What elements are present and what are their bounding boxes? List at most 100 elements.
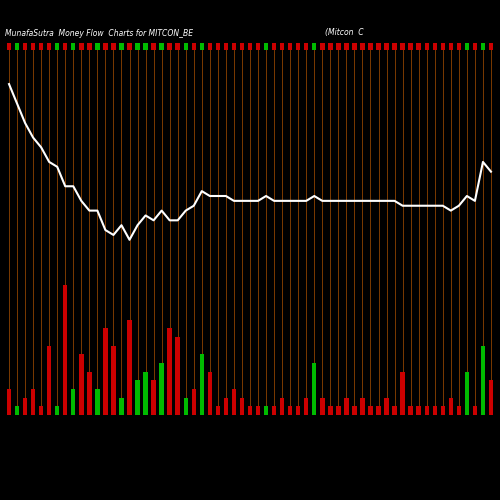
Bar xyxy=(264,42,268,50)
Bar xyxy=(296,42,300,50)
Bar xyxy=(15,42,20,50)
Bar xyxy=(480,42,485,50)
Bar xyxy=(312,363,316,415)
Bar xyxy=(103,328,108,415)
Bar xyxy=(440,406,445,415)
Bar xyxy=(39,406,44,415)
Bar xyxy=(392,406,397,415)
Bar xyxy=(416,42,421,50)
Bar xyxy=(15,406,20,415)
Bar xyxy=(120,398,124,415)
Bar xyxy=(23,42,28,50)
Bar xyxy=(360,42,364,50)
Bar xyxy=(79,354,84,415)
Bar xyxy=(344,42,348,50)
Bar xyxy=(432,42,437,50)
Bar xyxy=(472,406,477,415)
Bar xyxy=(176,337,180,415)
Bar xyxy=(256,42,260,50)
Bar xyxy=(408,406,413,415)
Bar xyxy=(144,42,148,50)
Bar xyxy=(7,389,11,415)
Bar xyxy=(152,380,156,415)
Bar xyxy=(312,42,316,50)
Bar xyxy=(111,42,116,50)
Bar xyxy=(31,389,36,415)
Bar xyxy=(192,42,196,50)
Bar xyxy=(416,406,421,415)
Bar xyxy=(200,354,204,415)
Bar xyxy=(368,406,372,415)
Bar xyxy=(400,42,405,50)
Bar xyxy=(103,42,108,50)
Bar xyxy=(489,42,493,50)
Bar xyxy=(192,389,196,415)
Bar xyxy=(264,406,268,415)
Text: (Mitcon  C: (Mitcon C xyxy=(325,28,364,38)
Bar xyxy=(71,42,76,50)
Bar xyxy=(352,42,356,50)
Bar xyxy=(288,406,292,415)
Bar xyxy=(31,42,36,50)
Bar xyxy=(95,42,100,50)
Bar xyxy=(304,42,308,50)
Bar xyxy=(384,42,389,50)
Bar xyxy=(400,372,405,415)
Bar xyxy=(47,42,52,50)
Bar xyxy=(63,285,68,415)
Bar xyxy=(320,398,324,415)
Bar xyxy=(384,398,389,415)
Bar xyxy=(216,406,220,415)
Bar xyxy=(111,346,116,415)
Bar xyxy=(456,42,461,50)
Bar xyxy=(87,42,92,50)
Bar xyxy=(128,42,132,50)
Bar xyxy=(376,406,380,415)
Bar xyxy=(144,372,148,415)
Bar xyxy=(464,372,469,415)
Bar xyxy=(224,398,228,415)
Bar xyxy=(128,320,132,415)
Bar xyxy=(224,42,228,50)
Bar xyxy=(328,42,332,50)
Bar xyxy=(272,406,276,415)
Bar xyxy=(95,389,100,415)
Bar xyxy=(248,406,252,415)
Bar xyxy=(432,406,437,415)
Bar xyxy=(200,42,204,50)
Bar xyxy=(176,42,180,50)
Bar xyxy=(320,42,324,50)
Bar xyxy=(336,406,340,415)
Bar xyxy=(39,42,44,50)
Bar xyxy=(344,398,348,415)
Bar xyxy=(232,42,236,50)
Bar xyxy=(160,42,164,50)
Bar xyxy=(304,398,308,415)
Bar xyxy=(424,406,429,415)
Bar xyxy=(480,346,485,415)
Bar xyxy=(424,42,429,50)
Bar xyxy=(240,42,244,50)
Bar xyxy=(336,42,340,50)
Bar xyxy=(280,42,284,50)
Bar xyxy=(184,42,188,50)
Bar xyxy=(63,42,68,50)
Bar xyxy=(120,42,124,50)
Bar xyxy=(328,406,332,415)
Bar xyxy=(184,398,188,415)
Bar xyxy=(216,42,220,50)
Bar xyxy=(55,42,60,50)
Bar xyxy=(280,398,284,415)
Bar xyxy=(7,42,11,50)
Bar xyxy=(296,406,300,415)
Bar xyxy=(160,363,164,415)
Bar xyxy=(168,42,172,50)
Bar xyxy=(136,42,140,50)
Bar xyxy=(489,380,493,415)
Bar xyxy=(448,398,453,415)
Bar xyxy=(392,42,397,50)
Bar xyxy=(47,346,52,415)
Bar xyxy=(240,398,244,415)
Bar xyxy=(23,398,28,415)
Bar xyxy=(376,42,380,50)
